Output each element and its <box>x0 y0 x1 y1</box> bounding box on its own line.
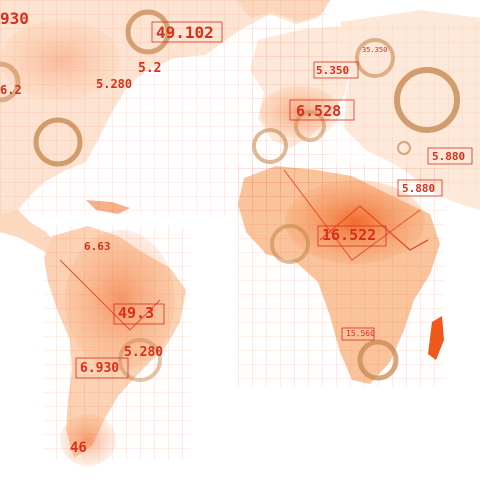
ring-marker <box>125 9 171 55</box>
north-america-far-left-label: 930 <box>0 9 29 28</box>
south-america-left-label: 6.930 <box>80 361 119 376</box>
europe-main-label: 6.528 <box>296 102 341 120</box>
rings <box>0 9 460 382</box>
ring-marker <box>294 110 326 142</box>
south-america-right-label: 5.280 <box>124 345 163 360</box>
ring-marker <box>252 128 288 164</box>
south-america-mid-label: 49.3 <box>118 304 154 322</box>
africa-main-label: 16.522 <box>322 226 376 244</box>
ring-marker <box>357 339 399 381</box>
north-america-mid-label: 6.2 <box>0 83 22 97</box>
ring-marker <box>397 141 411 155</box>
north-america-left-label: 5.2 <box>138 61 161 76</box>
ring-marker <box>118 338 162 382</box>
south-america-bottom-label: 46 <box>70 440 87 456</box>
value-labels: 49.102 5.2 5.280 6.2 930 6.528 5.350 35.… <box>0 9 465 456</box>
ring-marker <box>33 117 83 167</box>
central-america <box>0 210 58 256</box>
label-boxes <box>75 21 473 379</box>
heat-zones <box>0 20 429 466</box>
ring-marker <box>394 67 460 133</box>
ring-marker <box>0 61 21 103</box>
asia-far-label: 5.880 <box>432 150 465 163</box>
asia-mid-label: 5.880 <box>402 182 435 195</box>
africa-box-label: 15.560 <box>346 329 375 338</box>
ring-marker <box>355 38 395 78</box>
ring-marker <box>270 224 310 264</box>
europe-mini-label: 35.350 <box>362 46 387 54</box>
north-america-right-label: 5.280 <box>96 77 132 91</box>
north-america-top-label: 49.102 <box>156 23 214 42</box>
europe-small-label: 5.350 <box>316 64 349 77</box>
south-america-top-label: 6.63 <box>84 240 111 253</box>
